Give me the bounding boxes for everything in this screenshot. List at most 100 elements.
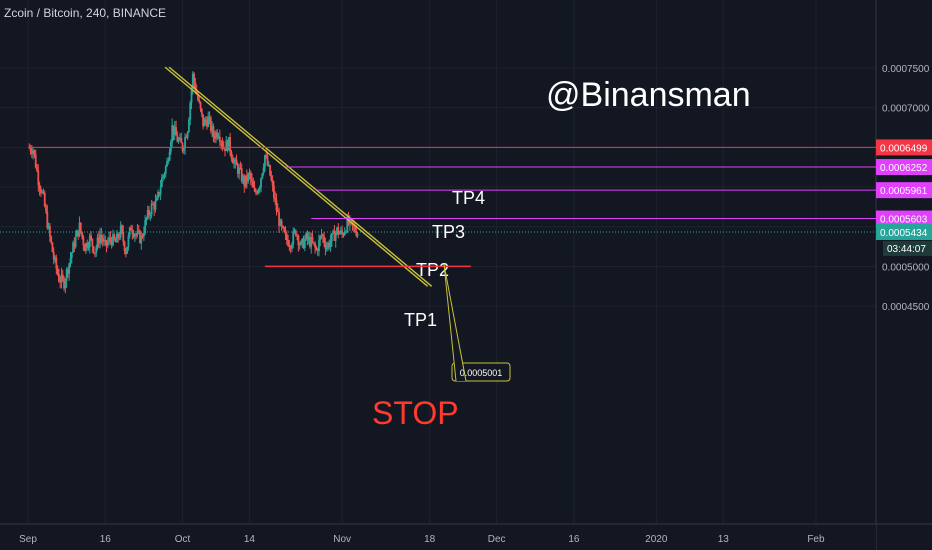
candle-body	[43, 192, 46, 207]
candle-body	[262, 167, 265, 174]
candle-body	[50, 236, 53, 243]
candle-body	[296, 235, 298, 237]
candle-body	[180, 137, 183, 144]
candle-body	[275, 199, 278, 211]
stop-callout-pointer	[443, 264, 467, 382]
trendline[interactable]	[164, 66, 429, 287]
candle-body	[314, 243, 317, 248]
candle-body	[229, 137, 232, 152]
candle-body	[94, 252, 96, 254]
candle-body	[185, 137, 188, 139]
current-price-label: 0.0005434	[880, 228, 928, 239]
candle-body	[112, 234, 114, 246]
candle-body	[238, 167, 241, 174]
candle-body	[339, 230, 342, 233]
candle-body	[37, 170, 40, 185]
plot-area[interactable]	[0, 0, 876, 524]
candle-body	[338, 232, 341, 235]
candle-body	[204, 119, 207, 122]
candle-body	[92, 246, 95, 253]
time-axis[interactable]	[0, 524, 876, 550]
candle-body	[97, 237, 100, 244]
candle-body	[302, 238, 305, 249]
candle-body	[293, 230, 296, 232]
candle-body	[197, 94, 199, 100]
candle-body	[145, 217, 148, 221]
candle-body	[248, 172, 251, 174]
candle-body	[189, 102, 192, 120]
candle-body	[298, 244, 301, 246]
candle-body	[305, 233, 307, 240]
candle-body	[54, 257, 56, 260]
candle-body	[280, 220, 283, 227]
candle-body	[303, 239, 306, 249]
candle-body	[118, 237, 121, 239]
candle-body	[101, 238, 104, 242]
candle-body	[247, 173, 250, 182]
candle-body	[83, 245, 86, 252]
candle-body	[34, 154, 37, 168]
candle-body	[86, 243, 89, 248]
candle-body	[29, 147, 32, 152]
x-tick-label: Dec	[488, 534, 506, 545]
candle-body	[330, 233, 333, 242]
candle-body	[266, 155, 269, 166]
x-tick-label: 18	[424, 534, 436, 545]
price-axis[interactable]	[876, 0, 932, 550]
candle-body	[200, 108, 203, 115]
candle-body	[198, 99, 201, 103]
candle-body	[65, 269, 68, 281]
candle-body	[135, 234, 138, 236]
candle-body	[212, 126, 215, 137]
candle-body	[276, 210, 279, 213]
candle-body	[270, 175, 273, 181]
x-tick-label: Sep	[19, 534, 37, 545]
stop-callout-box[interactable]	[451, 362, 511, 382]
candle-body	[52, 252, 55, 260]
candle-body	[157, 192, 159, 199]
candle-body	[194, 82, 197, 91]
candle-body	[58, 274, 60, 282]
candle-body	[240, 168, 243, 182]
candle-body	[81, 231, 83, 237]
candle-body	[239, 167, 242, 169]
candle-body	[251, 179, 253, 182]
candle-body	[167, 160, 170, 162]
candle-body	[103, 239, 105, 242]
candle-body	[117, 233, 120, 239]
candle-body	[287, 240, 289, 246]
candle-body	[85, 243, 87, 252]
candle-body	[186, 132, 189, 138]
candle-body	[74, 236, 77, 248]
trendline[interactable]	[168, 66, 433, 287]
candle-body	[119, 225, 122, 238]
candle-body	[142, 233, 145, 237]
candle-body	[227, 137, 230, 151]
candle-body	[188, 119, 190, 133]
x-tick-label: 16	[100, 534, 112, 545]
candle-body	[162, 175, 165, 178]
candle-body	[334, 233, 337, 241]
candle-body	[209, 117, 212, 131]
candle-body	[318, 239, 320, 252]
candle-body	[171, 125, 174, 142]
level-price-label: 0.0006499	[880, 143, 928, 154]
candle-body	[312, 242, 315, 244]
candle-body	[39, 188, 42, 193]
candle-body	[159, 187, 162, 195]
candle-body	[105, 240, 108, 246]
candle-body	[154, 200, 157, 210]
candle-body	[289, 246, 292, 249]
candle-body	[329, 241, 332, 247]
candle-body	[328, 243, 331, 247]
candle-body	[253, 187, 256, 192]
x-tick-label: 2020	[645, 534, 668, 545]
candle-body	[260, 178, 262, 188]
candle-body	[110, 239, 113, 246]
candle-body	[306, 233, 309, 240]
candle-body	[282, 226, 284, 228]
candle-body	[168, 151, 171, 161]
candle-body	[45, 206, 47, 212]
